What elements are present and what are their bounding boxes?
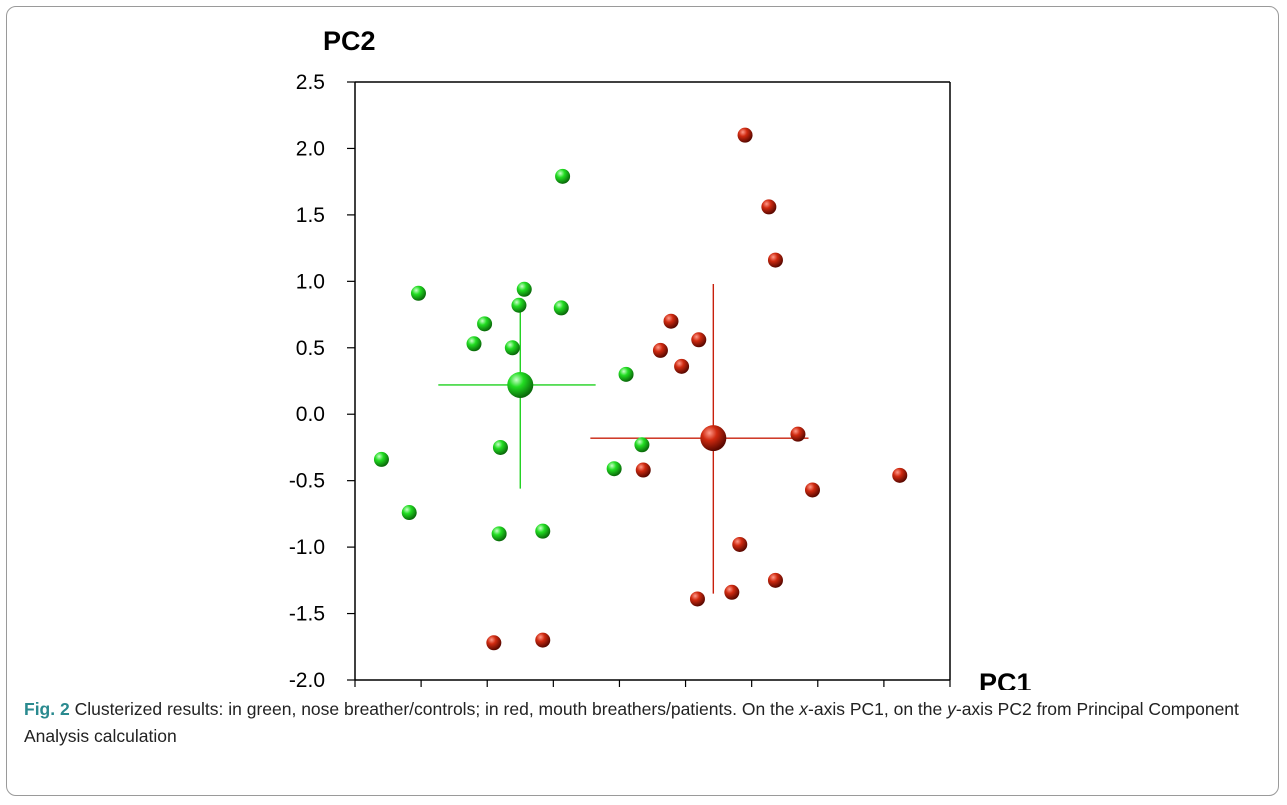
y-tick-label: 1.5 — [296, 204, 325, 227]
y-tick-label: 0.5 — [296, 337, 325, 360]
data-point — [635, 462, 651, 478]
data-point — [892, 467, 908, 483]
y-tick-label: -1.5 — [289, 603, 325, 626]
data-point — [804, 482, 820, 498]
data-point — [516, 281, 532, 297]
x-axis-label: PC1 — [979, 668, 1032, 690]
caption-text-1: Clusterized results: in green, nose brea… — [69, 699, 800, 719]
figure-frame — [6, 6, 1279, 796]
data-point — [652, 342, 668, 358]
y-tick-label: -1.0 — [289, 536, 325, 559]
x-axis-ticks: -2.0-1.5-1.0-0.50.00.51.01.52.02.5 — [354, 680, 951, 687]
data-point — [535, 632, 551, 648]
y-tick-label: -0.5 — [289, 470, 325, 493]
y-tick-label: 2.5 — [296, 71, 325, 94]
data-point — [553, 300, 569, 316]
data-point — [606, 461, 622, 477]
data-point — [618, 366, 634, 382]
data-point — [555, 168, 571, 184]
data-point — [634, 437, 650, 453]
cluster-centroid — [507, 371, 534, 398]
data-point — [492, 439, 508, 455]
data-point — [486, 635, 502, 651]
data-point — [477, 316, 493, 332]
caption-text-2: -axis PC1, on the — [808, 699, 948, 719]
figure-caption: Fig. 2 Clusterized results: in green, no… — [24, 696, 1264, 750]
caption-label: Fig. 2 — [24, 699, 70, 719]
data-point — [401, 505, 417, 521]
y-tick-label: 1.0 — [296, 270, 325, 293]
caption-text-3: -axis PC2 from Principal Component Analy… — [24, 699, 1239, 746]
data-point — [373, 451, 389, 467]
data-point — [535, 523, 551, 539]
data-point — [511, 297, 527, 313]
y-axis-ticks: 2.5 2.0 1.5 1.0 0.5 0.0 -0.5 -1.0 -1.5 -2.0 — [289, 71, 355, 690]
data-point — [732, 536, 748, 552]
cluster-centroid — [700, 425, 727, 452]
data-point — [761, 199, 777, 215]
y-tick-label: -2.0 — [289, 669, 325, 690]
data-point — [724, 584, 740, 600]
data-point — [504, 340, 520, 356]
data-point — [674, 358, 690, 374]
caption-x-italic: x — [799, 699, 809, 719]
data-point — [491, 526, 507, 542]
scatter-plot: 2.5 2.0 1.5 1.0 0.5 0.0 -0.5 -1.0 -1.5 -2.0 -2.0-… — [289, 26, 1032, 690]
data-point — [691, 332, 707, 348]
data-point — [689, 591, 705, 607]
data-points — [373, 127, 908, 651]
data-point — [410, 285, 426, 301]
data-point — [466, 336, 482, 352]
data-point — [737, 127, 753, 143]
plot-area-border — [354, 81, 951, 681]
caption-y-italic: y — [947, 699, 956, 719]
data-point — [663, 313, 679, 329]
data-point — [790, 426, 806, 442]
y-tick-label: 0.0 — [296, 403, 325, 426]
cluster-crosshairs — [438, 283, 809, 594]
data-point — [767, 572, 783, 588]
y-axis-label: PC2 — [323, 26, 376, 56]
data-point — [767, 252, 783, 268]
y-tick-label: 2.0 — [296, 137, 325, 160]
